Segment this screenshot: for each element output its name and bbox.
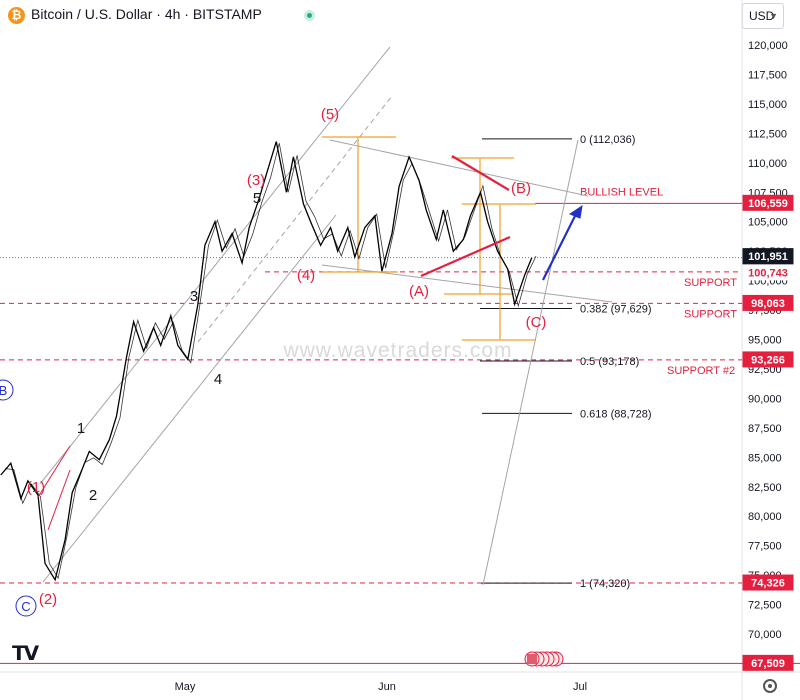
triangle-upper-line bbox=[329, 139, 589, 197]
channel-upper-line bbox=[39, 46, 391, 485]
bitcoin-icon: ₿ bbox=[8, 7, 25, 24]
wave-label: (3) bbox=[247, 172, 265, 189]
wave-b-line bbox=[451, 155, 510, 191]
y-tick-label: 117,500 bbox=[748, 69, 787, 81]
wave-label: 2 bbox=[89, 487, 97, 504]
projection-arrow-line bbox=[542, 211, 578, 281]
price-axis-label: 67,509 bbox=[751, 658, 785, 670]
y-tick-label: 115,000 bbox=[748, 99, 787, 111]
support-label: SUPPORT bbox=[684, 308, 737, 320]
wave-circle-marker bbox=[0, 379, 14, 401]
support-label: SUPPORT bbox=[684, 277, 737, 289]
fib-level-label: 1 (74,320) bbox=[580, 578, 630, 590]
wave-label: 4 bbox=[214, 371, 222, 388]
price-axis-label: 100,743 bbox=[748, 267, 788, 279]
projection-arrow-head bbox=[568, 204, 583, 219]
price-axis-label-box bbox=[742, 294, 794, 311]
wave-label: (B) bbox=[511, 180, 531, 197]
triangle-lower-line bbox=[321, 264, 613, 303]
fib-diagonal-line bbox=[482, 139, 579, 586]
y-tick-label: 120,000 bbox=[748, 40, 788, 52]
x-tick-label: Jun bbox=[378, 681, 396, 693]
flag-icon bbox=[527, 654, 537, 664]
price-axis-label-box bbox=[742, 264, 794, 281]
price-axis-label: 106,559 bbox=[748, 198, 788, 210]
symbol-title[interactable]: Bitcoin / U.S. Dollar · 4h · BITSTAMP bbox=[31, 6, 262, 22]
y-tick-label: 87,500 bbox=[748, 423, 782, 435]
x-tick-label: May bbox=[175, 681, 196, 693]
fib-level-label: 0.5 (93,178) bbox=[580, 356, 639, 368]
support-2-label: SUPPORT #2 bbox=[667, 365, 735, 377]
price-line bbox=[0, 141, 533, 582]
wave-label: 5 bbox=[253, 190, 261, 207]
wave-label: 3 bbox=[190, 288, 198, 305]
price-axis-label: 93,266 bbox=[751, 354, 785, 366]
y-tick-label: 85,000 bbox=[748, 452, 782, 464]
y-tick-label: 82,500 bbox=[748, 482, 782, 494]
wave-label: (C) bbox=[526, 314, 547, 331]
price-axis-label: 74,326 bbox=[751, 578, 785, 590]
price-axis-label: 101,951 bbox=[748, 251, 788, 263]
price-axis-label: 98,063 bbox=[751, 298, 785, 310]
price-candles bbox=[4, 143, 537, 580]
wave-label: (2) bbox=[39, 591, 57, 608]
wave-label: (A) bbox=[409, 283, 429, 300]
wave-label: 1 bbox=[77, 420, 85, 437]
channel-middle-line bbox=[197, 95, 393, 343]
y-tick-label: 70,000 bbox=[748, 629, 782, 641]
price-axis-label-box bbox=[742, 574, 794, 591]
watermark-text: www.wavetraders.com bbox=[282, 339, 512, 362]
wave-a-b-line bbox=[420, 235, 511, 278]
wave-1-line bbox=[47, 469, 71, 531]
y-tick-label: 110,000 bbox=[748, 158, 787, 170]
wave-label: B bbox=[0, 383, 7, 398]
y-tick-label: 105,000 bbox=[748, 217, 788, 229]
price-axis-label-box bbox=[742, 194, 794, 211]
price-axis-label-box bbox=[742, 351, 794, 368]
wave-label: (4) bbox=[297, 267, 315, 284]
y-tick-label: 72,500 bbox=[748, 600, 782, 612]
fib-level-label: 0.618 (88,728) bbox=[580, 408, 652, 420]
y-tick-label: 80,000 bbox=[748, 511, 782, 523]
fib-level-label: 0 (112,036) bbox=[580, 134, 635, 146]
y-tick-label: 77,500 bbox=[748, 541, 782, 553]
settings-icon[interactable] bbox=[763, 679, 777, 693]
wave-label: (5) bbox=[321, 106, 339, 123]
price-axis-label-box bbox=[742, 654, 794, 671]
wave-label: (1) bbox=[27, 479, 45, 496]
us-flag-event-icon bbox=[524, 651, 564, 667]
x-tick-label: Jul bbox=[573, 681, 587, 693]
wave-circle-marker bbox=[15, 595, 37, 617]
tradingview-logo: 𝗧𝗩 bbox=[12, 643, 39, 665]
channel-lower-line bbox=[42, 214, 337, 583]
bullish-level-label: BULLISH LEVEL bbox=[580, 186, 663, 198]
y-tick-label: 112,500 bbox=[748, 128, 787, 140]
chart-header: ₿ Bitcoin / U.S. Dollar · 4h · BITSTAMP bbox=[0, 0, 742, 30]
wave-1-line bbox=[37, 445, 71, 498]
currency-label: USD bbox=[749, 9, 775, 23]
wave-label: C bbox=[21, 599, 30, 614]
market-open-icon bbox=[304, 10, 315, 21]
fib-level-label: 0.382 (97,629) bbox=[580, 304, 652, 316]
y-tick-label: 95,000 bbox=[748, 335, 782, 347]
chevron-down-icon: ▼ bbox=[769, 11, 778, 21]
y-tick-label: 90,000 bbox=[748, 393, 782, 405]
